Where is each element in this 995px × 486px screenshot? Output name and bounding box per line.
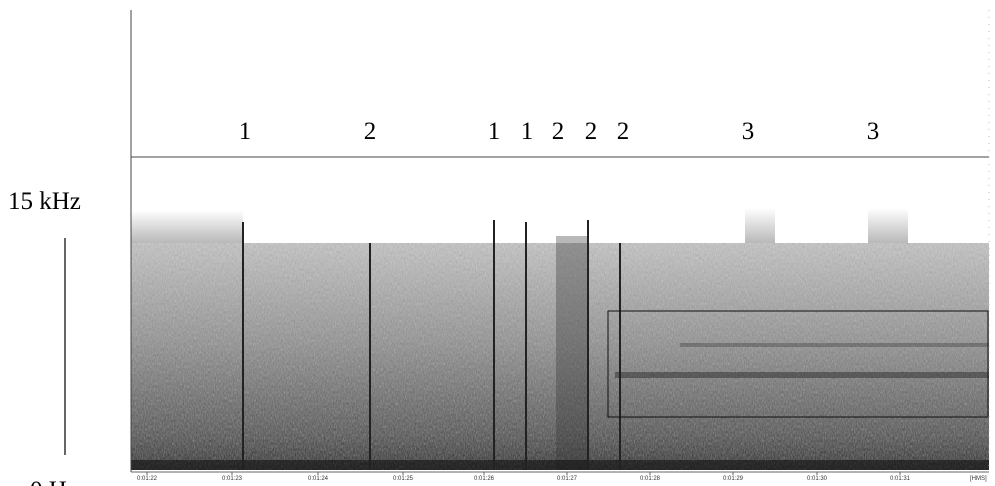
time-tick-label: 0:01:23 [222,476,243,482]
spectrogram [131,208,989,470]
time-tick-label: 0:01:30 [807,476,828,482]
event-label: 3 [867,118,880,145]
time-tick-label: 0:01:28 [640,476,661,482]
event-label: 2 [617,118,630,145]
event-label: 2 [552,118,565,145]
selection-box [607,310,989,418]
time-tick-label: 0:01:24 [308,476,329,482]
time-tick-label: 0:01:27 [557,476,578,482]
event-label: 1 [521,118,534,145]
event-label: 1 [239,118,252,145]
top-frequency-label: 15 kHz [8,188,81,215]
time-tick-label: 0:01:25 [393,476,414,482]
event-label: 3 [742,118,755,145]
bottom-frequency-label: 0 Hz [30,477,78,486]
event-label: 1 [488,118,501,145]
time-tick-label: 0:01:22 [137,476,158,482]
time-tick-label: 0:01:31 [890,476,911,482]
time-tick-label: 0:01:26 [474,476,495,482]
event-label: 2 [364,118,377,145]
event-label: 2 [585,118,598,145]
time-unit: [HMS] [970,476,987,482]
time-tick-label: 0:01:29 [723,476,744,482]
